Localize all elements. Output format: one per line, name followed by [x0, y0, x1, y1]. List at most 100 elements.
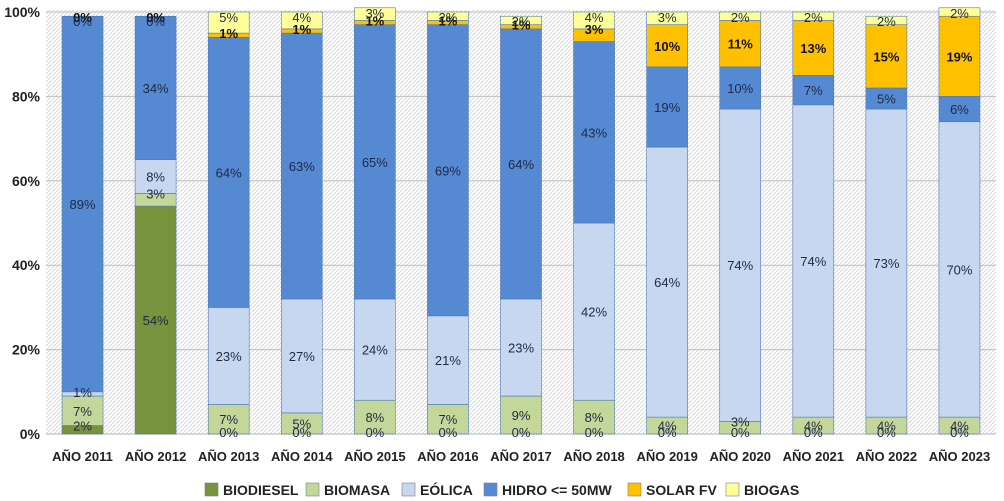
- data-label: 7%: [439, 412, 458, 427]
- data-label: 23%: [508, 340, 534, 355]
- data-label: 2%: [439, 10, 458, 25]
- bar-segment: [719, 20, 762, 68]
- data-label: 4%: [950, 419, 969, 434]
- y-tick-label: 0%: [20, 426, 41, 442]
- y-tick-label: 60%: [12, 173, 41, 189]
- data-label: 1%: [292, 22, 311, 37]
- bar-segment: [719, 11, 762, 21]
- y-tick-label: 80%: [12, 88, 41, 104]
- bar-segment: [573, 222, 615, 401]
- data-label: 1%: [219, 26, 238, 41]
- bar-segment: [938, 15, 981, 97]
- bar-segment: [719, 108, 762, 422]
- bar-segment: [207, 307, 250, 405]
- bar-segment: [134, 159, 177, 194]
- data-label: 64%: [216, 165, 242, 180]
- legend-label: BIODIESEL: [223, 482, 299, 498]
- bar-segment: [207, 11, 250, 34]
- data-label: 64%: [654, 275, 680, 290]
- data-label: 2%: [512, 14, 531, 29]
- bar-segment: [646, 66, 688, 148]
- data-label: 9%: [512, 408, 531, 423]
- bar-segment: [865, 24, 908, 89]
- bar-segment: [719, 66, 762, 110]
- x-tick-label: AÑO 2020: [710, 449, 771, 464]
- bar-segment: [280, 32, 323, 300]
- bar-segment: [938, 121, 981, 418]
- bar-segment: [792, 75, 835, 106]
- data-label-zero: 0%: [292, 425, 311, 440]
- bar-segment: [792, 104, 835, 418]
- legend-swatch: [483, 482, 498, 497]
- bar-segment: [938, 96, 981, 123]
- data-label: 2%: [804, 10, 823, 25]
- data-label: 1%: [439, 13, 458, 28]
- data-label: 10%: [727, 81, 753, 96]
- data-label: 15%: [873, 49, 899, 64]
- data-label: 4%: [658, 419, 677, 434]
- data-label: 64%: [508, 157, 534, 172]
- data-label: 3%: [146, 186, 165, 201]
- data-label: 8%: [365, 410, 384, 425]
- data-label: 3%: [731, 414, 750, 429]
- bar-segment: [354, 298, 396, 401]
- x-tick-label: AÑO 2012: [125, 449, 186, 464]
- data-label: 1%: [73, 385, 92, 400]
- data-label: 3%: [585, 22, 604, 37]
- x-tick-label: AÑO 2022: [856, 449, 917, 464]
- data-label: 0%: [73, 10, 92, 25]
- x-tick-label: AÑO 2014: [271, 449, 333, 464]
- data-label: 8%: [585, 410, 604, 425]
- data-label: 2%: [73, 419, 92, 434]
- data-label: 74%: [800, 254, 826, 269]
- data-label: 54%: [143, 313, 169, 328]
- data-label: 0%: [73, 14, 92, 29]
- data-label: 1%: [512, 18, 531, 33]
- data-label: 8%: [146, 170, 165, 185]
- data-label: 89%: [70, 197, 96, 212]
- data-label: 73%: [873, 256, 899, 271]
- x-tick-label: AÑO 2017: [490, 449, 551, 464]
- legend-swatch: [401, 482, 416, 497]
- bar-segment: [61, 15, 104, 393]
- data-label-zero: 0%: [512, 425, 531, 440]
- legend-label: SOLAR FV: [646, 482, 717, 498]
- data-label: 63%: [289, 159, 315, 174]
- x-tick-label: AÑO 2011: [52, 449, 113, 464]
- bar-segment: [646, 24, 688, 68]
- data-label: 4%: [585, 10, 604, 25]
- data-label: 65%: [362, 155, 388, 170]
- bar-segment: [207, 37, 250, 308]
- data-label: 74%: [727, 258, 753, 273]
- x-tick-label: AÑO 2016: [417, 449, 478, 464]
- data-label: 19%: [654, 100, 680, 115]
- data-label: 11%: [728, 37, 754, 52]
- legend-swatch: [627, 482, 642, 497]
- data-label: 13%: [800, 41, 826, 56]
- data-label: 5%: [219, 10, 238, 25]
- bar-segment: [280, 298, 323, 414]
- data-label: 7%: [219, 412, 238, 427]
- bar-segment: [134, 15, 177, 160]
- bar-segment: [792, 20, 835, 76]
- y-tick-label: 100%: [4, 4, 40, 20]
- data-label-zero: 0%: [658, 425, 677, 440]
- bar-segment: [134, 205, 177, 435]
- data-labels: 2%7%1%89%0%0%54%3%8%34%0%0%7%23%64%1%5%0…: [70, 6, 973, 440]
- bar-segment: [865, 108, 908, 418]
- bar-segment: [427, 315, 469, 405]
- data-label: 23%: [216, 349, 242, 364]
- data-label: 69%: [435, 163, 461, 178]
- data-label: 34%: [143, 81, 169, 96]
- bars: [61, 7, 981, 435]
- data-label: 27%: [289, 349, 315, 364]
- data-label-zero: 0%: [439, 425, 458, 440]
- x-tick-label: AÑO 2021: [783, 449, 844, 464]
- bar-segment: [865, 15, 908, 25]
- legend-label: HIDRO <= 50MW: [502, 482, 612, 498]
- data-label: 0%: [146, 10, 165, 25]
- data-label: 21%: [435, 353, 461, 368]
- bar-segment: [280, 11, 323, 30]
- data-label: 4%: [877, 419, 896, 434]
